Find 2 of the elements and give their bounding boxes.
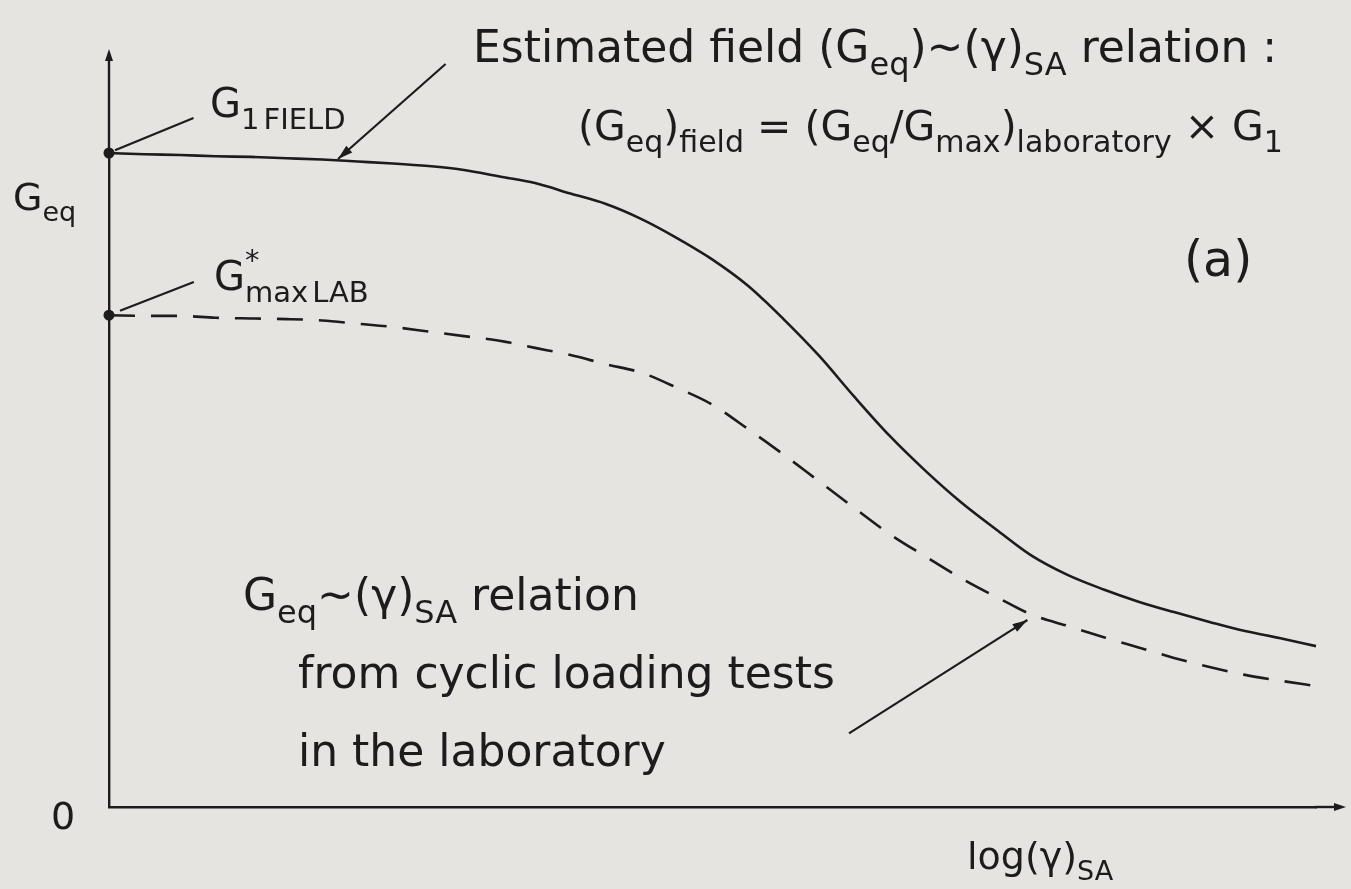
annotation: (a) <box>1184 231 1253 288</box>
text: 0 <box>51 794 76 838</box>
